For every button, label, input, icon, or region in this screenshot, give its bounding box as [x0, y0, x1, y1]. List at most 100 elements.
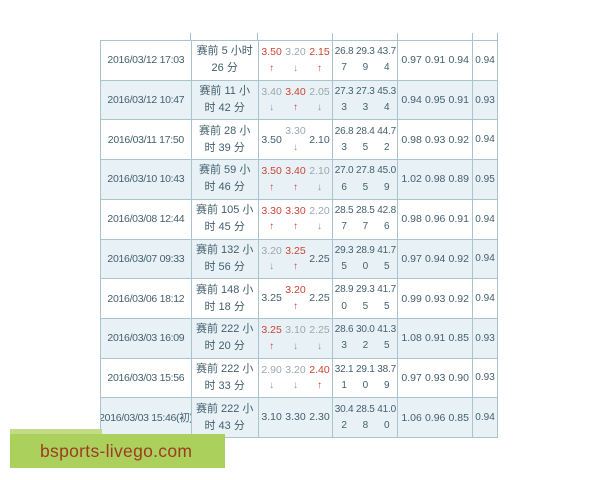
probability-wrap-digit: 6: [383, 221, 390, 233]
kelly-value: 0.91: [448, 213, 469, 226]
kelly-value: 0.97: [401, 54, 422, 67]
trend-up-icon: ↑: [316, 380, 322, 392]
trend-down-icon: ↓: [316, 102, 322, 114]
trend-up-icon: ↑: [269, 340, 275, 352]
probability-wrap-digit: 4: [383, 62, 390, 74]
odds-value: 2.05: [309, 85, 330, 98]
datetime-cell: 2016/03/11 17:50: [101, 120, 192, 161]
odds-column: 3.50 ↑: [260, 160, 284, 199]
kelly-cell: 0.99 0.93 0.92: [398, 279, 474, 319]
datetime-cell: 2016/03/03 15:46(初): [101, 398, 192, 439]
return-rate-cell: 0.94: [473, 199, 498, 240]
datetime-cell: 2016/03/03 16:09: [101, 318, 192, 359]
odds-value: 2.25: [309, 252, 330, 265]
odds-column: 2.10: [307, 120, 331, 159]
odds-value: 3.50: [261, 46, 282, 59]
trend-up-icon: ↑: [293, 261, 299, 273]
countdown-cell: 赛前 148 小时 18 分: [191, 279, 259, 319]
trend-up-icon: ↑: [293, 300, 299, 312]
odds-value: 3.30: [285, 125, 306, 138]
odds-value: 3.20: [285, 46, 306, 59]
probability-cell: 29.3 5 28.9 0 41.7 5: [333, 239, 399, 280]
probability-wrap-digit: 5: [362, 141, 369, 153]
odds-value: 2.40: [309, 363, 330, 376]
probability-wrap-digit: 7: [341, 221, 347, 233]
odds-column: 2.25: [307, 240, 331, 279]
probability-column: 28.5 8: [355, 398, 376, 437]
odds-history-table: 2016/03/12 17:03 赛前 5 小时 26 分 3.50 ↑ 3.20 ↓ 2.…: [100, 40, 498, 439]
kelly-value: 0.90: [448, 371, 469, 384]
column-border-stub: [397, 33, 398, 40]
probability-column: 28.6 3: [333, 319, 354, 358]
kelly-value: 0.94: [448, 54, 469, 67]
probability-wrap-digit: 6: [341, 181, 347, 193]
probability-column: 29.3 5: [333, 240, 354, 279]
odds-column: 2.25 ↓: [307, 319, 331, 358]
trend-up-icon: ↑: [269, 221, 275, 233]
column-border-stub: [332, 33, 333, 40]
odds-value: 3.40: [261, 85, 282, 98]
trend-down-icon: ↓: [269, 261, 275, 273]
probability-cell: 26.8 7 29.3 9 43.7 4: [333, 41, 399, 81]
probability-column: 26.8 3: [333, 120, 354, 159]
kelly-value: 0.99: [401, 292, 422, 305]
kelly-value: 0.92: [448, 292, 469, 305]
odds-value: 2.90: [261, 363, 282, 376]
probability-wrap-digit: 3: [341, 141, 347, 153]
odds-cell: 3.30 ↑ 3.30 ↑ 2.20 ↓: [258, 199, 334, 240]
odds-column: 2.05 ↓: [307, 81, 331, 120]
return-rate-cell: 0.94: [473, 398, 498, 439]
probability-main: 26.8: [334, 125, 354, 137]
trend-down-icon: ↓: [293, 340, 299, 352]
kelly-value: 1.02: [401, 173, 422, 186]
trend-up-icon: ↑: [269, 62, 275, 74]
probability-cell: 26.8 3 28.4 5 44.7 2: [333, 120, 399, 161]
probability-column: 27.3 3: [355, 81, 376, 120]
probability-column: 41.0 0: [376, 398, 397, 437]
odds-value: 3.10: [285, 323, 306, 336]
table-row: 2016/03/08 12:44 赛前 105 小时 45 分 3.30 ↑ 3.30 ↑…: [101, 199, 498, 240]
probability-main: 27.3: [356, 85, 375, 97]
return-rate-cell: 0.95: [473, 160, 498, 200]
trend-down-icon: ↓: [293, 380, 299, 392]
trend-down-icon: ↓: [293, 62, 299, 74]
probability-wrap-digit: 7: [362, 221, 369, 233]
column-border-stub: [190, 33, 191, 40]
odds-value: 3.30: [285, 411, 306, 424]
datetime-cell: 2016/03/07 09:33: [101, 239, 192, 280]
odds-column: 3.20 ↓: [284, 41, 308, 80]
probability-wrap-digit: 3: [362, 102, 369, 114]
probability-main: 26.8: [334, 46, 354, 58]
probability-column: 28.9 0: [333, 279, 354, 318]
odds-cell: 3.40 ↓ 3.40 ↑ 2.05 ↓: [258, 80, 334, 121]
odds-column: 3.25 ↑: [284, 240, 308, 279]
trend-down-icon: ↓: [316, 340, 322, 352]
probability-main: 45.0: [377, 165, 396, 177]
odds-column: 3.20 ↓: [284, 359, 308, 398]
probability-column: 28.4 5: [355, 120, 376, 159]
kelly-value: 0.94: [424, 252, 446, 265]
probability-main: 29.3: [356, 46, 375, 58]
odds-column: 3.25: [260, 279, 284, 318]
countdown-cell: 赛前 132 小时 56 分: [191, 239, 259, 280]
watermark-highlight: [10, 429, 102, 436]
probability-main: 27.3: [334, 85, 354, 97]
probability-main: 29.1: [356, 363, 375, 375]
kelly-value: 0.96: [424, 411, 446, 424]
countdown-cell: 赛前 59 小时 46 分: [191, 160, 259, 200]
probability-column: 30.4 2: [333, 398, 354, 437]
kelly-cell: 0.98 0.96 0.91: [398, 199, 474, 240]
trend-down-icon: ↓: [316, 221, 322, 233]
probability-main: 28.6: [334, 324, 354, 336]
probability-column: 27.0 6: [333, 160, 354, 199]
kelly-value: 0.98: [401, 133, 422, 146]
probability-wrap-digit: 5: [383, 340, 390, 352]
kelly-cell: 0.98 0.93 0.92: [398, 120, 474, 161]
table-row: 2016/03/10 10:43 赛前 59 小时 46 分 3.50 ↑ 3.40 ↑ 2…: [101, 160, 498, 200]
datetime-cell: 2016/03/03 15:56: [101, 358, 192, 399]
datetime-cell: 2016/03/08 12:44: [101, 199, 192, 240]
odds-value: 3.20: [261, 244, 282, 257]
odds-cell: 3.20 ↓ 3.25 ↑ 2.25: [258, 239, 334, 280]
odds-value: 3.25: [261, 323, 282, 336]
odds-column: 2.90 ↓: [260, 359, 284, 398]
